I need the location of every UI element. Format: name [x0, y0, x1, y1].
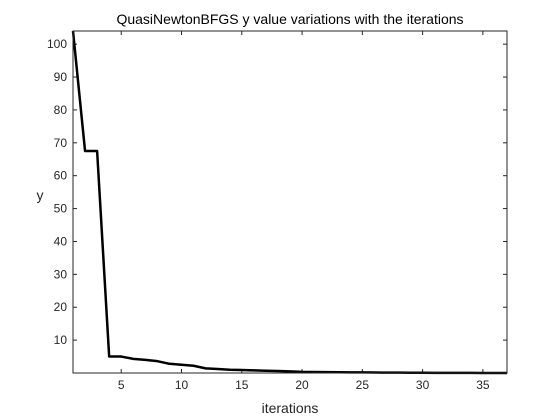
y-axis-ticks: 10 20 30 40 50 60 70 80 90 100: [47, 37, 507, 347]
plot-area: [73, 31, 507, 373]
chart-title: QuasiNewtonBFGS y value variations with …: [116, 11, 463, 27]
y-tick-label: 80: [54, 103, 68, 117]
y-tick-label: 70: [54, 136, 68, 150]
y-tick-label: 60: [54, 169, 68, 183]
y-tick-label: 40: [54, 234, 68, 248]
x-tick-label: 5: [118, 378, 125, 392]
y-tick-label: 90: [54, 70, 68, 84]
plot-frame: [72, 30, 508, 374]
y-tick-label: 100: [47, 37, 67, 51]
x-tick-label: 35: [476, 378, 490, 392]
x-tick-label: 30: [416, 378, 430, 392]
x-tick-label: 20: [295, 378, 309, 392]
x-tick-label: 10: [175, 378, 189, 392]
y-tick-label: 30: [54, 267, 68, 281]
x-axis-label: iterations: [262, 400, 319, 416]
y-tick-label: 10: [54, 333, 68, 347]
y-axis-label: y: [37, 187, 44, 203]
x-tick-label: 15: [235, 378, 249, 392]
x-tick-label: 25: [356, 378, 370, 392]
y-tick-label: 20: [54, 300, 68, 314]
y-tick-label: 50: [54, 202, 68, 216]
x-axis-ticks: 5 10 15 20 25 30 35: [118, 31, 490, 392]
